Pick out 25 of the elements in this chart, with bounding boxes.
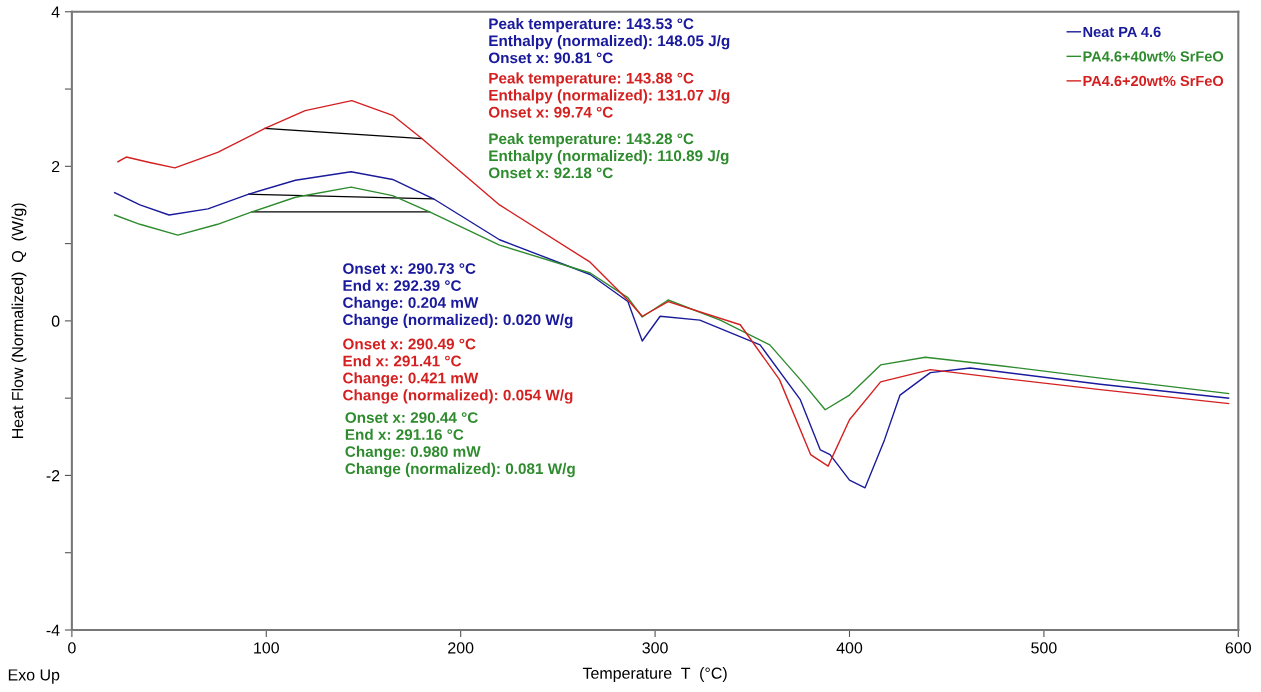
annotation: Onset x: 290.49 °C End x: 291.41 °C Change: 0.421 mW Change (normalized): 0.054 W/g [343, 338, 573, 404]
legend-label: PA4.6+20wt% SrFeO [1083, 75, 1224, 87]
annotation: Onset x: 290.73 °C End x: 292.39 °C Change: 0.204 mW Change (normalized): 0.020 W/g [343, 263, 573, 329]
x-axis-title: Temperature T (°C) [582, 667, 727, 682]
x-tick-label: 300 [642, 642, 668, 654]
annotation: Onset x: 290.44 °C End x: 291.16 °C Change: 0.980 mW Change (normalized): 0.081 W/g [345, 412, 575, 478]
y-tick-label: 2 [51, 160, 60, 173]
x-tick-label: 400 [836, 642, 863, 654]
x-tick-label: 600 [1225, 642, 1251, 654]
x-tick-label: 100 [254, 642, 279, 654]
annotation: Peak temperature: 143.53 °C Enthalpy (normalized): 148.05 J/g Onset x: 90.81 °C [488, 17, 730, 64]
y-tick-label: -2 [46, 470, 60, 482]
text: Exo Up [8, 669, 60, 684]
x-tick-label: 500 [1031, 642, 1057, 654]
y-axis-title: Heat Flow (Normalized) Q (W/g) [11, 203, 27, 439]
legend-label: Neat PA 4.6 [1083, 26, 1161, 38]
legend-label: PA4.6+40wt% SrFeO [1083, 51, 1224, 62]
annotation: Peak temperature: 143.88 °C Enthalpy (normalized): 131.07 J/g Onset x: 99.74 °C [488, 72, 730, 118]
annotation: Peak temperature: 143.28 °C Enthalpy (normalized): 110.89 J/g Onset x: 92.18 °C [488, 132, 729, 179]
y-tick-label: 4 [51, 6, 60, 18]
y-tick-label: 0 [51, 315, 60, 327]
y-tick-label: -4 [46, 624, 60, 636]
x-tick-label: 0 [68, 642, 76, 654]
x-tick-label: 200 [448, 642, 474, 654]
line-series [113, 186, 1230, 411]
